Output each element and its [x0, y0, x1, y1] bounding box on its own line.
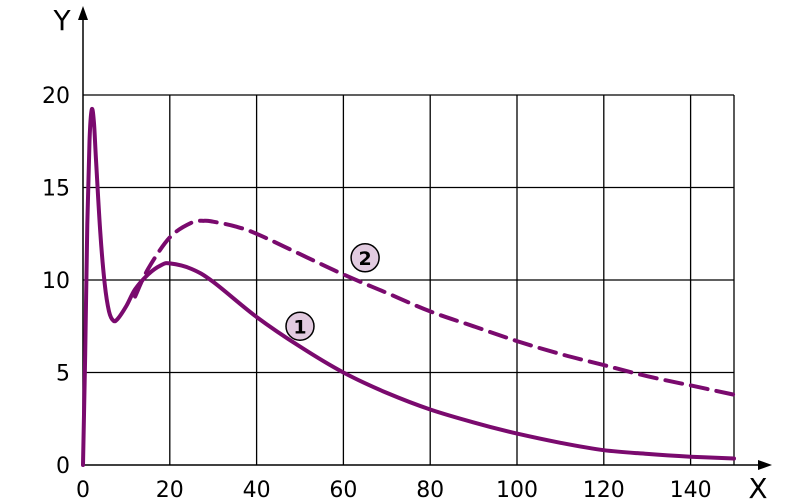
axes: X Y — [52, 4, 772, 503]
x-tick-label: 140 — [670, 478, 712, 503]
x-axis-title: X — [748, 472, 767, 503]
series-2-marker: 2 — [350, 243, 380, 273]
x-axis-arrow — [758, 460, 772, 470]
x-tick-label: 120 — [583, 478, 625, 503]
marker-label: 2 — [358, 248, 371, 270]
series-2-line — [133, 218, 736, 397]
x-tick-label: 0 — [76, 478, 90, 503]
y-tick-label: 0 — [56, 454, 70, 479]
tick-labels: 0 20 40 60 80 100 120 140 0 5 10 15 20 — [42, 84, 712, 503]
x-tick-label: 100 — [496, 478, 538, 503]
y-axis-title: Y — [52, 4, 71, 37]
marker-circle — [285, 311, 315, 341]
series-1-line — [81, 106, 736, 467]
y-axis-arrow — [78, 6, 88, 20]
x-tick-label: 40 — [243, 478, 271, 503]
marker-circle — [350, 243, 380, 273]
x-tick-label: 60 — [329, 478, 357, 503]
y-tick-label: 15 — [42, 177, 70, 202]
x-tick-label: 20 — [156, 478, 184, 503]
series-1-marker: 1 — [285, 311, 315, 341]
y-tick-label: 10 — [42, 269, 70, 294]
y-tick-label: 5 — [56, 362, 70, 387]
marker-label: 1 — [293, 316, 306, 338]
series — [81, 106, 736, 467]
y-tick-label: 20 — [42, 84, 70, 109]
x-tick-label: 80 — [416, 478, 444, 503]
series-markers: 12 — [285, 243, 380, 341]
grid — [83, 94, 735, 465]
